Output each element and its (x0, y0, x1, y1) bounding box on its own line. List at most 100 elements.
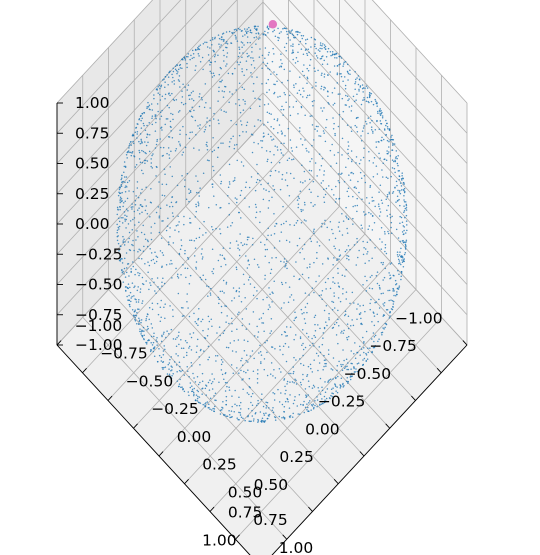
scatter-point (123, 238, 125, 240)
scatter-point (238, 48, 241, 50)
scatter-point (331, 369, 334, 371)
scatter-point (162, 79, 164, 81)
scatter-point (220, 67, 222, 70)
scatter-point (157, 110, 159, 113)
scatter-point (272, 138, 275, 140)
scatter-point (374, 205, 376, 208)
scatter-point (182, 103, 185, 106)
scatter-point (118, 225, 121, 228)
scatter-point (362, 283, 364, 286)
scatter-point (237, 244, 239, 246)
scatter-point (264, 248, 267, 251)
scatter-point (202, 256, 204, 258)
scatter-point (169, 236, 171, 238)
scatter-point (213, 112, 215, 115)
scatter-point (204, 405, 207, 408)
scatter-point (349, 73, 351, 76)
scatter-point (367, 347, 369, 349)
scatter-point (340, 72, 342, 75)
scatter-point (311, 387, 314, 389)
scatter-point (156, 138, 158, 141)
scatter-point (199, 93, 201, 95)
scatter-point (152, 153, 154, 155)
scatter-point (272, 292, 274, 294)
scatter-point (347, 79, 349, 81)
scatter-point (294, 334, 297, 336)
scatter-point (241, 42, 244, 44)
scatter-point (123, 211, 126, 213)
scatter-point (266, 351, 268, 354)
scatter-point (267, 78, 269, 81)
scatter-point (259, 98, 261, 101)
scatter-point (351, 291, 354, 294)
scatter-point (217, 296, 220, 299)
scatter-point (252, 311, 255, 313)
scatter-point (383, 304, 385, 307)
scatter-point (164, 75, 167, 78)
scatter-point (320, 164, 323, 167)
scatter-points (116, 25, 408, 423)
scatter-point (136, 187, 139, 189)
scatter-point (239, 194, 242, 196)
scatter-point (205, 101, 207, 104)
scatter-point (384, 247, 387, 249)
scatter-point (280, 65, 282, 67)
scatter-point (302, 182, 304, 184)
scatter-point (123, 257, 126, 260)
scatter-point (363, 341, 365, 343)
scatter-point (124, 220, 126, 222)
scatter-point (296, 199, 299, 201)
scatter-point (179, 143, 181, 145)
scatter-point (398, 198, 400, 201)
scatter-point (259, 210, 261, 213)
scatter-point (383, 301, 386, 304)
scatter-point (371, 119, 373, 122)
scatter-point (195, 133, 197, 136)
scatter-point (154, 251, 156, 253)
right-wall-gridline-z (56, 0, 154, 104)
scatter-point (398, 286, 400, 289)
scatter-point (239, 411, 241, 414)
scatter-point (125, 176, 128, 178)
scatter-point (339, 93, 341, 95)
scatter-point (281, 333, 283, 336)
scatter-point (388, 128, 391, 130)
scatter-point (328, 239, 331, 241)
scatter-point (340, 173, 342, 176)
scatter-point (254, 335, 256, 337)
scatter-point (391, 192, 394, 194)
scatter-point (288, 241, 291, 243)
scatter-point (345, 269, 347, 271)
scatter-point (379, 108, 381, 110)
scatter-point (268, 190, 270, 193)
scatter-point (343, 367, 346, 369)
scatter-point (371, 214, 374, 217)
scatter-point (228, 181, 231, 183)
scatter-point (248, 236, 250, 239)
scatter-point (403, 229, 405, 232)
scatter-point (334, 385, 337, 388)
scatter-point (169, 374, 171, 377)
scatter-point (138, 221, 140, 224)
scatter-point (225, 415, 228, 417)
scatter-point (225, 283, 228, 285)
scatter-point (310, 367, 312, 370)
scatter-point (267, 31, 269, 34)
scatter-point (225, 399, 228, 402)
scatter-point (363, 147, 365, 149)
scatter-point (206, 121, 208, 123)
scatter-point (296, 33, 299, 36)
scatter-point (238, 134, 241, 137)
scatter-point (381, 202, 384, 204)
scatter-point (306, 76, 309, 78)
scatter-point (246, 28, 248, 30)
scatter-point (331, 50, 334, 53)
scatter-point (271, 60, 274, 63)
scatter-point (260, 420, 262, 423)
scatter-point (322, 332, 325, 334)
scatter-point (276, 119, 279, 122)
scatter-point (269, 373, 272, 375)
scatter-point (119, 208, 121, 211)
scatter-point (127, 150, 130, 152)
scatter-point (306, 38, 309, 40)
